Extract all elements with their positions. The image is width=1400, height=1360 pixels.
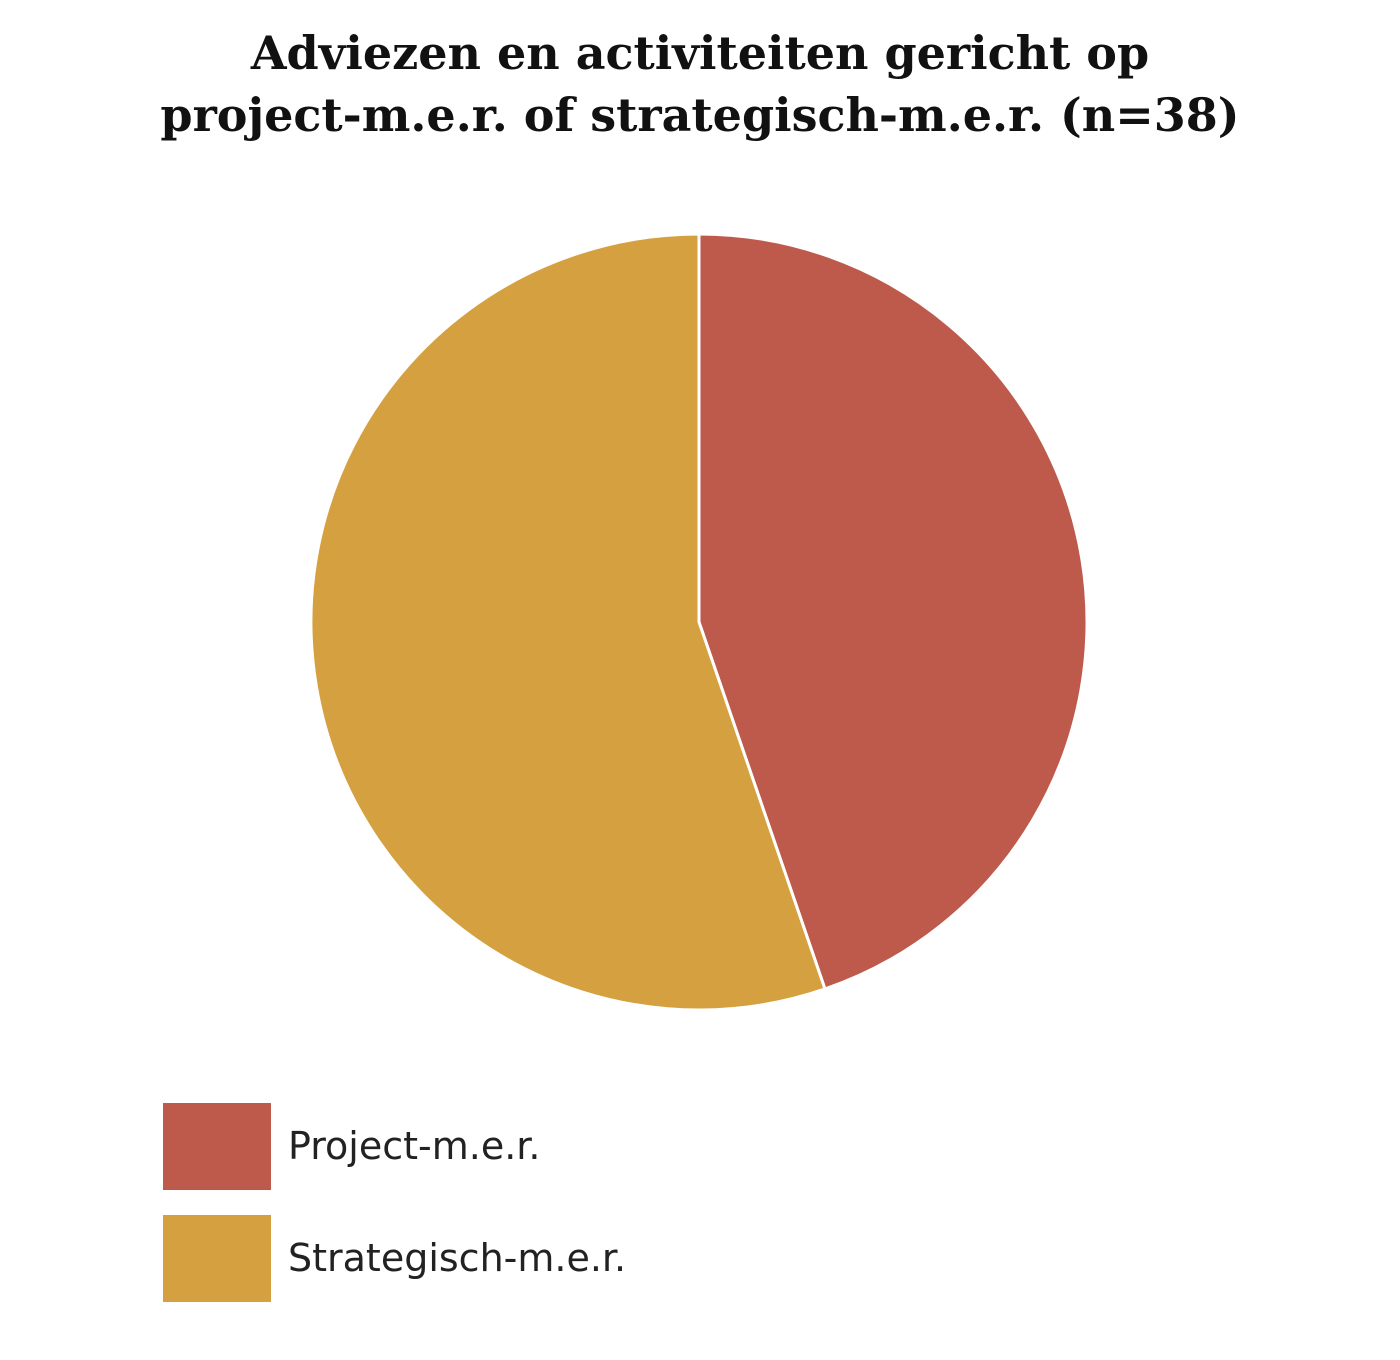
chart-title: Adviezen en activiteiten gericht op proj… xyxy=(0,22,1400,146)
chart-title-line-1: Adviezen en activiteiten gericht op xyxy=(250,26,1150,80)
legend-label-project-mer: Project-m.e.r. xyxy=(288,1124,541,1168)
chart-title-line-2: project-m.e.r. of strategisch-m.e.r. (n=… xyxy=(160,88,1240,142)
legend-swatch-project-mer xyxy=(163,1103,271,1190)
legend-swatch-strategisch-mer xyxy=(163,1215,271,1302)
pie-slice-strategisch-m-e-r xyxy=(309,232,827,1012)
pie-slice-project-m-e-r xyxy=(697,232,1089,991)
legend-label-strategisch-mer: Strategisch-m.e.r. xyxy=(288,1236,627,1280)
